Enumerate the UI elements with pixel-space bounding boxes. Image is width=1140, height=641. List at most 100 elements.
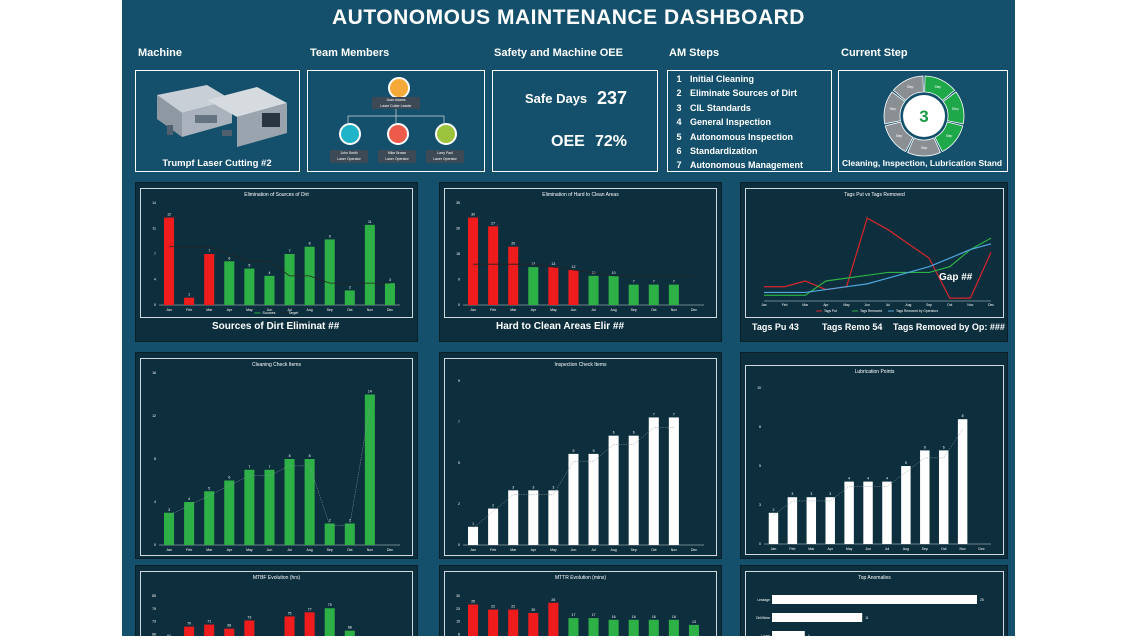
bar-value-label: 4	[268, 271, 270, 275]
bar	[608, 435, 619, 545]
bar-value-label: 5	[572, 449, 574, 453]
bar	[668, 417, 679, 545]
y-tick-label: 85	[152, 594, 156, 598]
bar-value-label: 3	[552, 485, 554, 489]
bar	[184, 502, 195, 545]
bar	[468, 217, 479, 305]
bar	[284, 459, 295, 545]
bar-value-label: 7	[653, 412, 655, 416]
member-badge-2: Mike Brown Laser Operator	[378, 150, 416, 163]
panel-cleaning: Cleaning Check Items 0 4 8 12 16 3 Jan 4 Feb 5 Mar…	[135, 352, 418, 559]
x-tick-label: Feb	[186, 548, 192, 552]
bar-value-label: 6	[943, 445, 945, 449]
x-tick-label: Apr	[227, 308, 233, 312]
safety-card: Safe Days 237 OEE 72%	[492, 70, 658, 172]
x-tick-label: Aug	[307, 308, 313, 312]
chart-hard: Elimination of Hard to Clean Areas 0 9 18 2…	[444, 188, 717, 318]
bar	[825, 497, 835, 544]
bar	[668, 284, 679, 305]
x-tick-label: Dec	[691, 548, 697, 552]
legend-label: Tags Put	[824, 309, 837, 313]
step-wheel: Step Step Step Step Step Step Step 3	[883, 75, 965, 157]
anomaly-value: 11	[865, 616, 869, 620]
leader-badge: Juan Adams Laser Cutter Leader	[372, 97, 420, 109]
x-tick-label: Apr	[827, 547, 833, 551]
step-segment-label: Step	[946, 134, 953, 138]
step-segment	[892, 75, 924, 102]
chart-anomalies: Top Anomalies Leakage 25 Dirt/Wear 11 Loose 4	[745, 571, 1004, 636]
x-tick-label: Aug	[307, 548, 313, 552]
bar	[588, 275, 599, 305]
bar-value-label: 69	[227, 624, 231, 628]
x-tick-label: Aug	[611, 308, 617, 312]
x-tick-label: Dec	[691, 308, 697, 312]
x-tick-label: Aug	[611, 548, 617, 552]
y-tick-label: 0	[154, 303, 156, 307]
member-avatar-3	[435, 123, 457, 145]
tags-removed-caption: Tags Remo 54	[822, 322, 883, 332]
sheet-tabs-strip	[122, 636, 1018, 641]
leader-role: Laser Cutter Leader	[380, 104, 412, 108]
step-segment	[884, 121, 914, 153]
bar-value-label: 2	[772, 508, 774, 512]
bar-value-label: 5	[593, 449, 595, 453]
bar-value-label: 12	[167, 213, 171, 217]
bar-value-label: 4	[867, 477, 869, 481]
x-tick-label: Jul	[886, 303, 890, 307]
tags-removed-op-caption: Tags Removed by Op: ###	[893, 322, 1005, 332]
member-role-2: Laser Operator	[385, 157, 409, 161]
step-segment-label: Step	[890, 107, 897, 111]
bar-value-label: 71	[207, 620, 211, 624]
anomaly-bar	[772, 595, 977, 604]
anomaly-label: Loose	[761, 634, 770, 636]
y-tick-label: 3	[759, 503, 761, 507]
x-tick-label: Mar	[510, 308, 517, 312]
bar	[468, 604, 479, 636]
bar-value-label: 25	[471, 600, 475, 604]
y-tick-label: 16	[152, 371, 156, 375]
bar	[568, 618, 579, 636]
trend-line	[773, 429, 963, 516]
bar	[164, 512, 175, 545]
chart-mtbf-title: MTBF Evolution (hrs)	[252, 575, 301, 581]
panel-mtbf: MTBF Evolution (hrs) 606673798564Jan70Fe…	[135, 565, 418, 636]
y-tick-label: 2	[458, 502, 460, 506]
section-label-safety: Safety and Machine OEE	[494, 47, 623, 59]
bar	[364, 224, 375, 305]
am-step-7: 7 Autonomous Management	[676, 160, 804, 171]
bar-value-label: 3	[791, 492, 793, 496]
member-avatar-2	[387, 123, 409, 145]
dirt-caption: Sources of Dirt Eliminat ##	[212, 321, 340, 332]
bar	[284, 254, 295, 305]
x-tick-label: Oct	[347, 308, 352, 312]
x-tick-label: Jul	[885, 547, 890, 551]
current-step-caption: Cleaning, Inspection, Lubrication Stand	[842, 158, 1003, 168]
panel-lubrication: Lubrication Points 0 3 5 8 10 2 Jan 3 Feb 3 Mar 3 Ap…	[740, 352, 1008, 559]
y-tick-label: 23	[456, 607, 460, 611]
bar	[648, 417, 659, 545]
panel-mttr: MTTR Evolution (mins) 0815233025Jan22Feb…	[439, 565, 722, 636]
chart-mttr-title: MTTR Evolution (mins)	[554, 575, 607, 581]
oee-value: 72%	[595, 133, 628, 150]
bar	[488, 226, 499, 305]
legend-label: Sources	[263, 311, 276, 315]
member-badge-3: Larry Paul Laser Operator	[426, 150, 464, 163]
target-line	[473, 263, 694, 277]
org-chart-lines	[347, 109, 445, 123]
y-tick-label: 9	[458, 379, 460, 383]
bar-value-label: 16	[612, 615, 616, 619]
bar-value-label: 8	[309, 454, 311, 458]
x-tick-label: Feb	[490, 548, 496, 552]
bar	[508, 490, 519, 545]
bar	[938, 450, 949, 544]
bar	[244, 268, 255, 305]
bar-value-label: 14	[368, 390, 372, 394]
bar	[628, 435, 639, 545]
safe-days-value: 237	[597, 88, 628, 108]
x-tick-label: Oct	[941, 547, 946, 551]
bar-value-label: 5	[248, 264, 250, 268]
x-tick-label: Jun	[267, 308, 273, 312]
bar-value-label: 3	[168, 508, 170, 512]
x-tick-label: Jul	[287, 308, 292, 312]
x-tick-label: Oct	[947, 303, 952, 307]
